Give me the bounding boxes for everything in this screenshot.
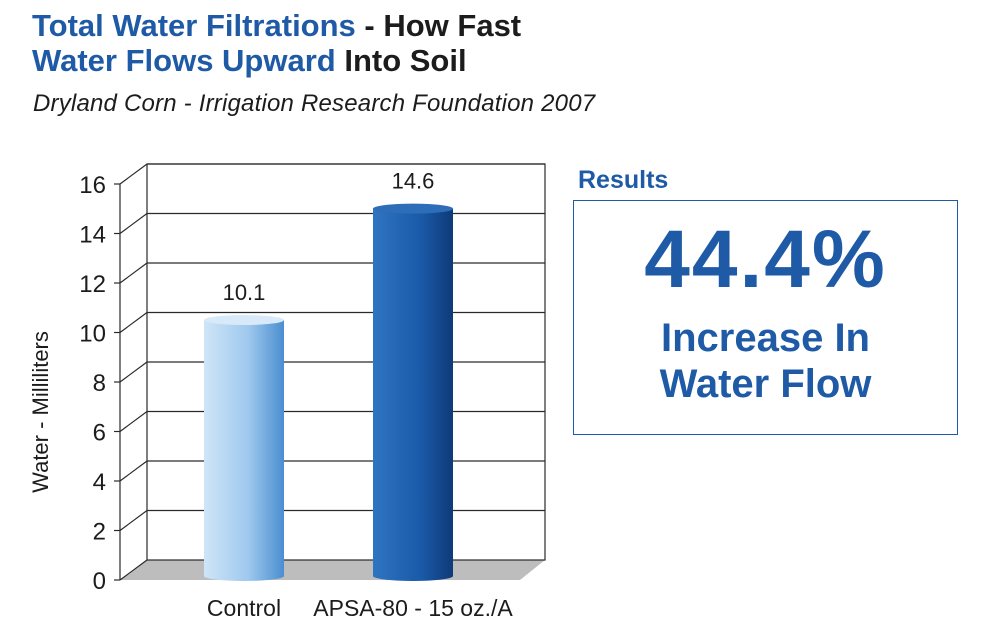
y-tick-label: 8 [93,370,106,397]
y-tick-label: 12 [79,271,106,298]
chart-title: Total Water Filtrations - How Fast Water… [32,8,521,78]
results-text-line-2: Water Flow [659,362,872,406]
results-text-line-1: Increase In [660,316,870,360]
gridline-side [119,262,148,284]
gridline-side [119,510,148,531]
title-line-2: Water Flows Upward Into Soil [32,43,521,78]
gridline-side [119,163,148,185]
bar-top [204,315,284,326]
title-line-1-rest: - How Fast [355,8,522,43]
results-percent: 44.4% [644,214,887,305]
y-tick-label: 14 [79,222,106,249]
gridline-side [119,312,148,333]
results-label: Results [578,166,669,194]
data-label: 14.6 [392,169,435,194]
y-axis-label: Water - Milliliters [28,331,53,493]
x-tick-label: APSA-80 - 15 oz./A [313,595,513,621]
y-tick-label: 4 [93,469,106,496]
gridline-side [119,361,148,383]
title-line-2-rest: Into Soil [335,43,467,78]
title-line-1: Total Water Filtrations - How Fast [32,8,521,43]
title-line-2-highlight: Water Flows Upward [32,43,336,78]
bar [373,208,453,581]
title-line-1-highlight: Total Water Filtrations [32,8,356,43]
bar [204,320,284,581]
results-text: Increase In Water Flow [574,315,957,407]
y-tick-label: 16 [79,172,106,199]
gridline-side [119,559,148,581]
bar-top [373,203,453,214]
gridline-side [119,460,148,482]
gridline-side [119,213,148,234]
y-tick-label: 0 [93,568,106,595]
y-tick-label: 2 [93,519,106,546]
gridline-side [119,411,148,432]
results-box: 44.4% Increase In Water Flow [573,200,958,435]
y-tick-label: 10 [79,321,106,348]
chart-floor [120,560,545,580]
chart-subtitle: Dryland Corn - Irrigation Research Found… [33,90,596,117]
y-tick-label: 6 [93,420,106,447]
x-tick-label: Control [207,595,281,621]
data-label: 10.1 [223,280,266,305]
